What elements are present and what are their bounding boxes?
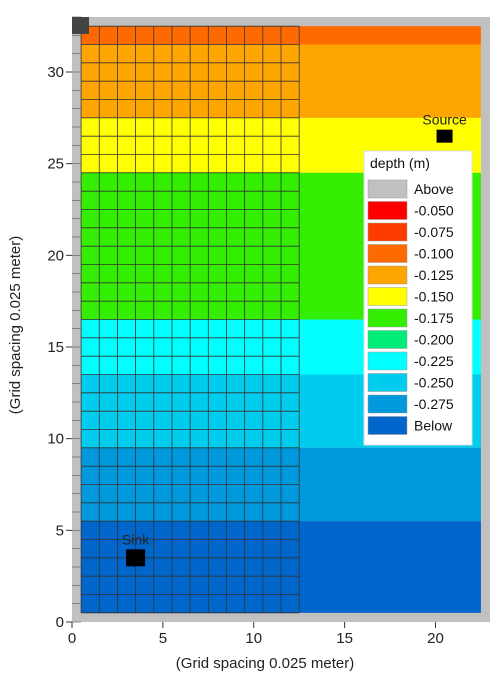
legend-swatch	[367, 179, 408, 199]
legend-label: -0.075	[414, 224, 454, 240]
legend-swatch	[367, 351, 408, 371]
x-axis-ticks: 0 5 10 15 20	[68, 622, 444, 647]
y-axis-label: (Grid spacing 0.025 meter)	[7, 236, 24, 414]
legend-swatch	[367, 244, 408, 263]
y-tick-label: 10	[47, 431, 64, 448]
legend-label: -0.225	[414, 353, 454, 369]
x-tick-label: 15	[336, 630, 353, 647]
x-axis-label: (Grid spacing 0.025 meter)	[176, 655, 354, 672]
y-tick-label: 0	[56, 614, 64, 631]
legend-swatch	[367, 308, 408, 328]
legend-title: depth (m)	[370, 155, 430, 171]
legend: depth (m) Above -0.050 -0.075 -0.100 -0.125 -…	[363, 150, 473, 446]
legend-label: -0.250	[414, 375, 454, 391]
y-tick-label: 15	[47, 339, 64, 356]
sink-label: Sink	[122, 531, 150, 547]
legend-swatch	[367, 265, 408, 285]
sink-marker	[126, 549, 146, 567]
legend-swatch	[367, 416, 408, 435]
legend-label: -0.175	[414, 310, 454, 326]
legend-swatch	[367, 373, 408, 392]
source-marker	[436, 129, 453, 143]
legend-label: Above	[414, 181, 454, 197]
legend-label: -0.150	[414, 289, 454, 305]
source-label: Source	[422, 112, 467, 128]
x-tick-label: 0	[68, 630, 76, 647]
legend-label: -0.125	[414, 267, 454, 283]
legend-swatch	[367, 222, 408, 242]
y-axis-ticks: 0 5 10 15 20 25 30	[47, 64, 72, 631]
legend-label: -0.275	[414, 396, 454, 412]
legend-label: -0.100	[414, 246, 454, 262]
y-tick-label: 20	[47, 247, 64, 264]
legend-label: -0.050	[414, 203, 454, 219]
y-tick-label: 5	[56, 522, 64, 539]
x-tick-label: 20	[427, 630, 444, 647]
corner-cell-marker	[72, 17, 89, 34]
x-tick-label: 10	[245, 630, 262, 647]
legend-swatch	[367, 394, 408, 414]
legend-label: Below	[414, 418, 453, 434]
y-tick-label: 25	[47, 156, 64, 173]
y-tick-label: 30	[47, 64, 64, 81]
legend-swatch	[367, 201, 408, 220]
legend-swatch	[367, 330, 408, 349]
x-tick-label: 5	[159, 630, 167, 647]
legend-swatch	[367, 287, 408, 306]
legend-label: -0.200	[414, 332, 454, 348]
grid-lines	[72, 16, 300, 623]
markers: Source Sink	[72, 17, 467, 567]
